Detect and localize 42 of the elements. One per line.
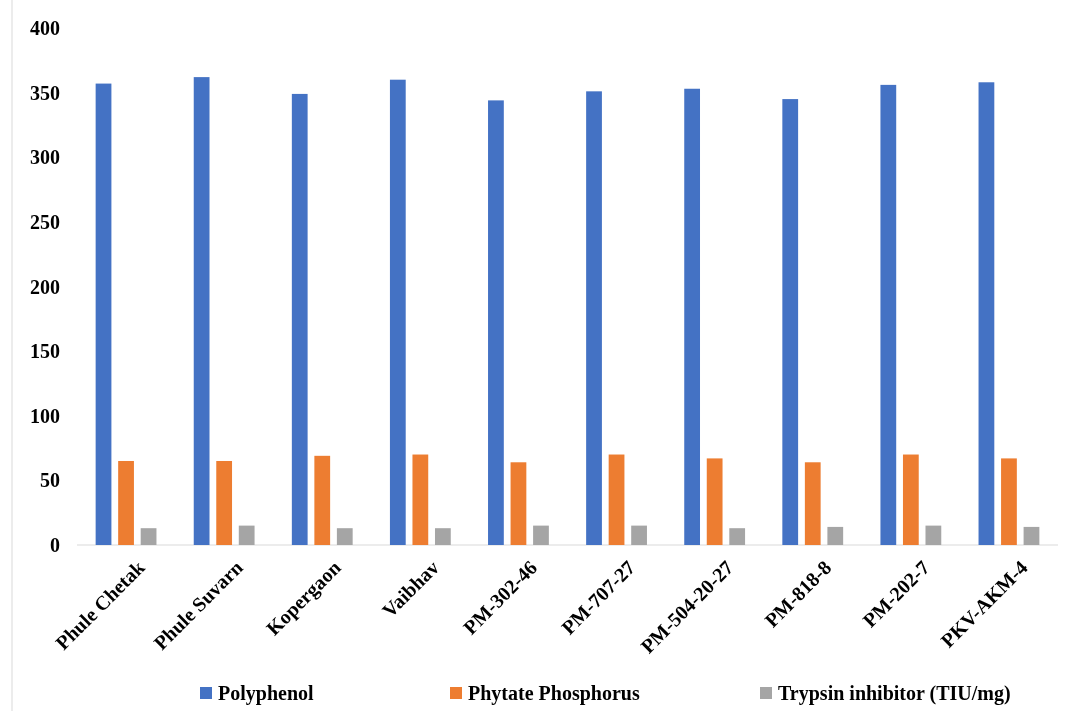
bar xyxy=(925,525,942,545)
bar xyxy=(95,83,112,545)
y-tick-label: 350 xyxy=(30,81,60,104)
y-tick-label: 100 xyxy=(30,404,60,427)
bar xyxy=(729,528,746,545)
bar xyxy=(1023,526,1040,545)
legend-label: Polyphenol xyxy=(218,682,315,705)
y-tick-label: 400 xyxy=(30,17,60,39)
bar xyxy=(880,84,897,545)
bar xyxy=(412,454,429,545)
y-tick-label: 50 xyxy=(40,469,60,492)
bar xyxy=(902,454,919,545)
bar xyxy=(586,91,602,545)
bar xyxy=(488,100,504,545)
bar xyxy=(216,460,233,545)
y-tick-label: 150 xyxy=(30,340,60,363)
y-tick-label: 0 xyxy=(50,534,60,556)
legend-label: Phytate Phosphorus xyxy=(468,682,640,705)
legend-label: Trypsin inhibitor (TIU/mg) xyxy=(778,682,1011,705)
bar xyxy=(510,462,527,545)
bar xyxy=(314,455,331,545)
bar xyxy=(978,82,995,545)
y-tick-label: 300 xyxy=(30,146,60,169)
bar xyxy=(193,77,210,545)
bar xyxy=(608,454,625,545)
bar xyxy=(684,88,701,545)
bar xyxy=(238,525,255,545)
bar xyxy=(389,79,406,545)
bar xyxy=(827,526,844,545)
bar xyxy=(118,460,134,545)
y-tick-label: 200 xyxy=(30,275,60,298)
y-tick-label: 250 xyxy=(30,210,60,233)
bar xyxy=(336,528,353,545)
bar xyxy=(533,525,549,545)
bar xyxy=(804,462,821,545)
bar xyxy=(782,99,799,545)
bar xyxy=(631,525,647,545)
bar xyxy=(1001,458,1017,545)
bar xyxy=(706,458,723,545)
bar xyxy=(140,528,157,545)
bar xyxy=(434,528,451,545)
bar xyxy=(291,93,308,545)
